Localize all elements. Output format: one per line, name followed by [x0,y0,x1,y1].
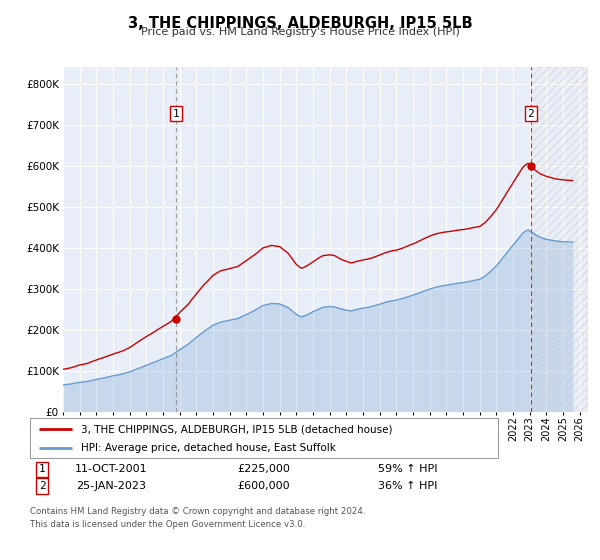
Text: £225,000: £225,000 [238,464,290,474]
Text: 3, THE CHIPPINGS, ALDEBURGH, IP15 5LB: 3, THE CHIPPINGS, ALDEBURGH, IP15 5LB [128,16,472,31]
Text: Price paid vs. HM Land Registry's House Price Index (HPI): Price paid vs. HM Land Registry's House … [140,27,460,37]
Text: £600,000: £600,000 [238,481,290,491]
Text: 11-OCT-2001: 11-OCT-2001 [74,464,148,474]
Text: 2: 2 [527,109,534,119]
Text: 3, THE CHIPPINGS, ALDEBURGH, IP15 5LB (detached house): 3, THE CHIPPINGS, ALDEBURGH, IP15 5LB (d… [82,424,393,435]
Text: HPI: Average price, detached house, East Suffolk: HPI: Average price, detached house, East… [82,443,337,452]
Text: 25-JAN-2023: 25-JAN-2023 [76,481,146,491]
Text: 2: 2 [38,481,46,491]
Text: 36% ↑ HPI: 36% ↑ HPI [379,481,437,491]
Text: 1: 1 [38,464,46,474]
Text: 59% ↑ HPI: 59% ↑ HPI [378,464,438,474]
Text: This data is licensed under the Open Government Licence v3.0.: This data is licensed under the Open Gov… [30,520,305,529]
Text: Contains HM Land Registry data © Crown copyright and database right 2024.: Contains HM Land Registry data © Crown c… [30,507,365,516]
Text: 1: 1 [173,109,179,119]
